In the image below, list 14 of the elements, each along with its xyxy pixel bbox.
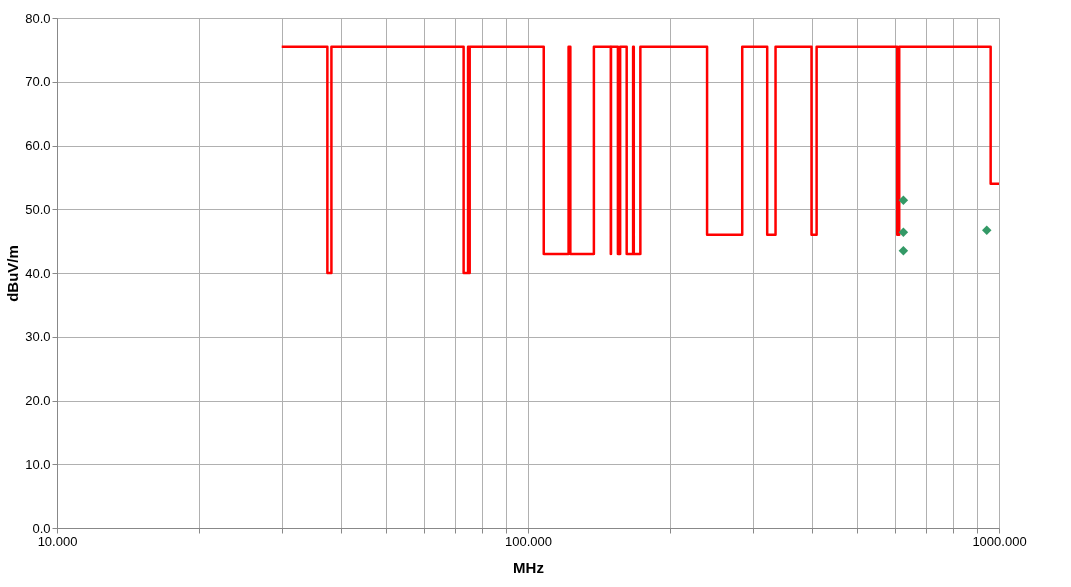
y-tick-label: 10.0 xyxy=(25,456,51,472)
y-tick-label: 50.0 xyxy=(25,201,51,217)
y-tick-label: 60.0 xyxy=(25,138,51,153)
y-axis-title: dBuV/m xyxy=(4,245,22,302)
x-tick-label: 100.000 xyxy=(505,533,552,549)
y-tick-label: 30.0 xyxy=(25,329,51,345)
x-tick-label: 10.000 xyxy=(37,533,78,549)
y-tick-label: 70.0 xyxy=(25,74,51,90)
x-tick-label: 1000.000 xyxy=(972,533,1027,549)
y-tick-label: 20.0 xyxy=(25,393,51,408)
y-tick-label: 0.0 xyxy=(32,520,51,536)
x-axis-title: MHz xyxy=(513,558,544,576)
y-tick-label: 80.0 xyxy=(25,10,51,26)
y-tick-label: 40.0 xyxy=(25,265,51,281)
